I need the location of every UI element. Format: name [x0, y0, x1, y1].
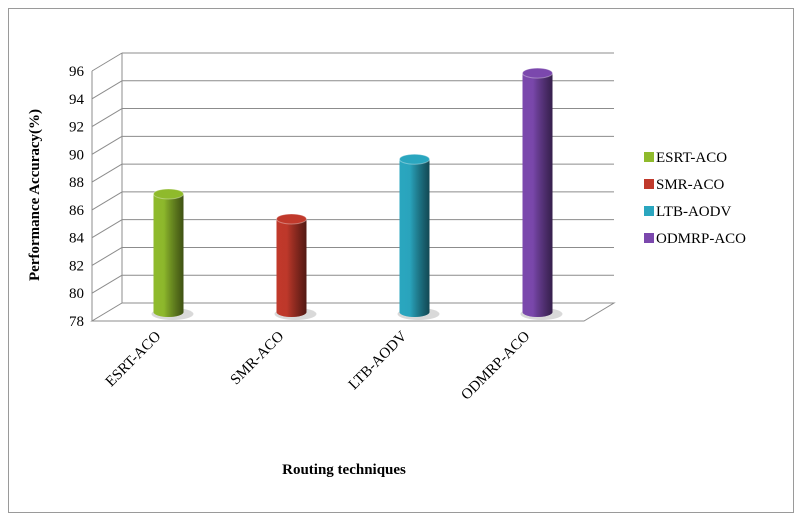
bar-highlight — [399, 159, 430, 317]
gridline-side — [91, 108, 123, 127]
bar-top — [522, 67, 553, 79]
x-axis-title: Routing techniques — [282, 462, 406, 478]
legend-label: ESRT-ACO — [656, 150, 727, 166]
y-axis-title: Performance Accuracy(%) — [27, 109, 43, 281]
chart-floor — [90, 302, 616, 322]
bar-highlight — [276, 218, 307, 317]
bar — [274, 213, 317, 320]
x-tick-label: SMR-ACO — [228, 328, 288, 388]
bar-chart: 78 80 82 84 86 88 90 92 94 96 ESRT-ACO SMR-ACO LTB-… — [27, 52, 746, 478]
bar-highlight — [153, 193, 184, 317]
bar-top — [153, 188, 184, 200]
y-tick-label: 78 — [69, 314, 84, 330]
gridline-side — [91, 274, 123, 294]
legend: ESRT-ACO SMR-ACO LTB-AODV ODMRP-ACO — [644, 150, 746, 247]
gridline-side — [91, 135, 123, 155]
bar-top — [276, 213, 307, 225]
legend-swatch — [644, 233, 654, 243]
legend-swatch — [644, 206, 654, 216]
x-tick-label: ODMRP-ACO — [458, 328, 533, 403]
legend-item: LTB-AODV — [644, 204, 731, 220]
bar-top — [399, 153, 430, 165]
gridline-side — [91, 163, 123, 183]
y-tick-label: 86 — [69, 203, 85, 219]
gridline-side — [91, 247, 123, 266]
gridline-side — [91, 219, 123, 239]
legend-item: ESRT-ACO — [644, 150, 727, 166]
x-tick-label: ESRT-ACO — [103, 328, 165, 390]
y-tick-label: 80 — [69, 286, 84, 302]
y-axis-ticks: 78 80 82 84 86 88 90 92 94 96 — [69, 64, 85, 330]
legend-label: SMR-ACO — [656, 177, 725, 193]
y-tick-label: 82 — [69, 258, 84, 274]
y-tick-label: 90 — [69, 147, 84, 163]
legend-label: ODMRP-ACO — [656, 231, 746, 247]
legend-item: ODMRP-ACO — [644, 231, 746, 247]
gridline-side — [91, 52, 123, 72]
chart-frame: 78 80 82 84 86 88 90 92 94 96 ESRT-ACO SMR-ACO LTB-… — [8, 8, 794, 513]
bar — [151, 188, 194, 320]
x-axis-ticks: ESRT-ACO SMR-ACO LTB-AODV ODMRP-ACO — [103, 328, 534, 403]
bar — [520, 67, 563, 320]
legend-label: LTB-AODV — [656, 204, 731, 220]
gridline-side — [91, 191, 123, 211]
legend-swatch — [644, 179, 654, 189]
y-tick-label: 96 — [69, 64, 85, 80]
bar-highlight — [522, 73, 553, 317]
y-tick-label: 94 — [69, 92, 85, 108]
y-tick-label: 88 — [69, 175, 84, 191]
bar — [397, 153, 440, 320]
x-tick-label: LTB-AODV — [346, 328, 411, 393]
legend-swatch — [644, 152, 654, 162]
gridline-side — [91, 80, 123, 100]
legend-item: SMR-ACO — [644, 177, 725, 193]
y-tick-label: 84 — [69, 231, 85, 247]
bars-layer — [151, 67, 563, 320]
y-tick-label: 92 — [69, 120, 84, 136]
